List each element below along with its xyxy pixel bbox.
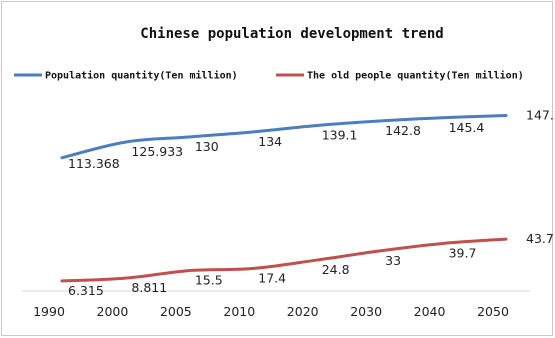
x-tick-label: 2005 <box>160 304 192 319</box>
data-label: 15.5 <box>195 273 223 288</box>
data-point <box>187 135 191 139</box>
data-point <box>251 267 254 270</box>
data-label: 142.8 <box>385 123 421 138</box>
data-point <box>441 116 444 119</box>
data-point <box>504 237 508 241</box>
data-label: 125.933 <box>131 144 183 159</box>
data-label: 6.315 <box>68 283 104 298</box>
legend-item-2: The old people quantity(Ten million) <box>276 70 524 82</box>
data-label: 17.4 <box>258 271 286 286</box>
data-point <box>251 130 254 134</box>
x-tick-label: 1990 <box>33 304 65 319</box>
data-point <box>504 114 508 117</box>
series-line-1 <box>60 114 508 160</box>
legend-item-1: Population quantity(Ten million) <box>14 70 238 82</box>
data-point <box>377 249 381 253</box>
data-point <box>377 119 381 123</box>
data-label: 8.811 <box>131 280 167 295</box>
data-point <box>441 242 444 245</box>
data-label: 130 <box>195 139 219 154</box>
data-label: 113.368 <box>68 156 120 171</box>
chart-title: Chinese population development trend <box>140 26 443 42</box>
data-label: 147.2 <box>526 108 555 123</box>
series-line-2 <box>60 237 508 283</box>
legend: Population quantity(Ten million) The old … <box>14 70 524 82</box>
data-label: 145.4 <box>449 120 485 135</box>
data-point <box>314 124 317 127</box>
x-tick-label: 2030 <box>350 304 382 319</box>
data-label: 43.7 <box>526 231 554 246</box>
data-label: 24.8 <box>322 262 350 277</box>
series-layer <box>60 114 508 283</box>
x-tick-label: 2040 <box>414 304 446 319</box>
data-point <box>124 276 127 280</box>
data-label: 134 <box>258 134 282 149</box>
data-labels: 113.368 125.933 130 134 139.1 142.8 145.4 147.2… <box>68 108 555 298</box>
data-point <box>314 259 317 262</box>
legend-label: The old people quantity(Ten million) <box>307 70 524 82</box>
data-label: 39.7 <box>449 246 477 261</box>
x-tick-label: 2000 <box>97 304 129 319</box>
x-tick-label: 2020 <box>287 304 319 319</box>
data-point <box>60 279 64 283</box>
data-point <box>124 140 127 144</box>
x-axis-ticks: 1990 2000 2005 2010 2020 2030 2040 2050 <box>33 304 509 319</box>
data-label: 139.1 <box>322 128 358 143</box>
data-point <box>60 156 64 159</box>
legend-label: Population quantity(Ten million) <box>45 70 238 82</box>
data-point <box>187 269 191 272</box>
x-tick-label: 2010 <box>223 304 255 319</box>
x-tick-label: 2050 <box>477 304 509 319</box>
data-label: 33 <box>385 253 401 268</box>
